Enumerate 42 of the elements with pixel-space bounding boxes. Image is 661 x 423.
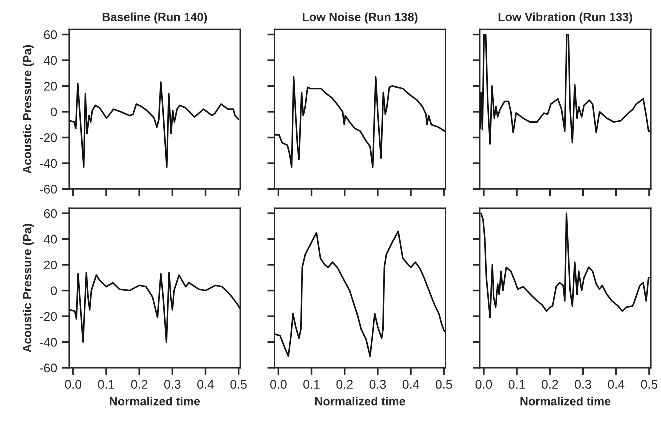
x-axis-title: Normalized time — [520, 397, 611, 406]
y-tick-label: 0 — [51, 286, 58, 296]
y-tick-label: 60 — [44, 209, 58, 218]
line-series — [69, 272, 240, 344]
y-tick-label: -20 — [40, 312, 58, 322]
x-tick-label: 0.2 — [542, 380, 558, 389]
x-tick-label: 0.3 — [370, 380, 386, 389]
y-axis-title: Acoustic Pressure (Pa) — [22, 45, 34, 174]
x-tick-label: 0.2 — [336, 380, 353, 389]
y-tick-label: -60 — [40, 185, 58, 194]
x-tick-label: 0.3 — [575, 380, 592, 389]
x-tick-label: 0.4 — [608, 380, 625, 389]
x-tick-label: 0.5 — [641, 380, 658, 389]
chart-title: Low Noise (Run 138) — [302, 12, 418, 24]
y-tick-label: -40 — [40, 338, 58, 347]
x-tick-label: 0.4 — [402, 380, 420, 389]
y-tick-label: 0 — [51, 108, 58, 117]
line-series — [69, 82, 240, 168]
y-tick-label: 40 — [44, 235, 58, 244]
x-tick-label: 0.5 — [230, 380, 247, 389]
y-tick-label: -60 — [40, 364, 58, 373]
x-tick-label: 0.0 — [65, 380, 82, 389]
x-tick-label: 0.2 — [131, 380, 148, 389]
y-tick-label: 20 — [44, 260, 58, 270]
x-tick-label: 0.1 — [304, 380, 320, 389]
y-tick-label: 20 — [44, 82, 58, 91]
chart-title: Low Vibration (Run 133) — [498, 12, 632, 24]
x-tick-label: 0.1 — [98, 380, 115, 389]
x-tick-label: 0.1 — [508, 380, 526, 389]
y-tick-label: 60 — [44, 30, 58, 40]
y-tick-label: -20 — [40, 134, 58, 142]
x-tick-label: 0.3 — [164, 380, 181, 389]
x-tick-label: 0.4 — [198, 380, 214, 389]
y-tick-label: 40 — [44, 56, 58, 66]
y-tick-label: -40 — [40, 159, 58, 168]
x-tick-label: 0.0 — [476, 380, 492, 389]
chart-title: Baseline (Run 140) — [102, 12, 208, 24]
x-axis-title: Normalized time — [110, 397, 200, 406]
x-tick-label: 0.0 — [270, 380, 287, 389]
x-axis-title: Normalized time — [315, 397, 406, 406]
x-tick-label: 0.5 — [436, 380, 452, 389]
y-axis-title: Acoustic Pressure (Pa) — [22, 224, 34, 353]
